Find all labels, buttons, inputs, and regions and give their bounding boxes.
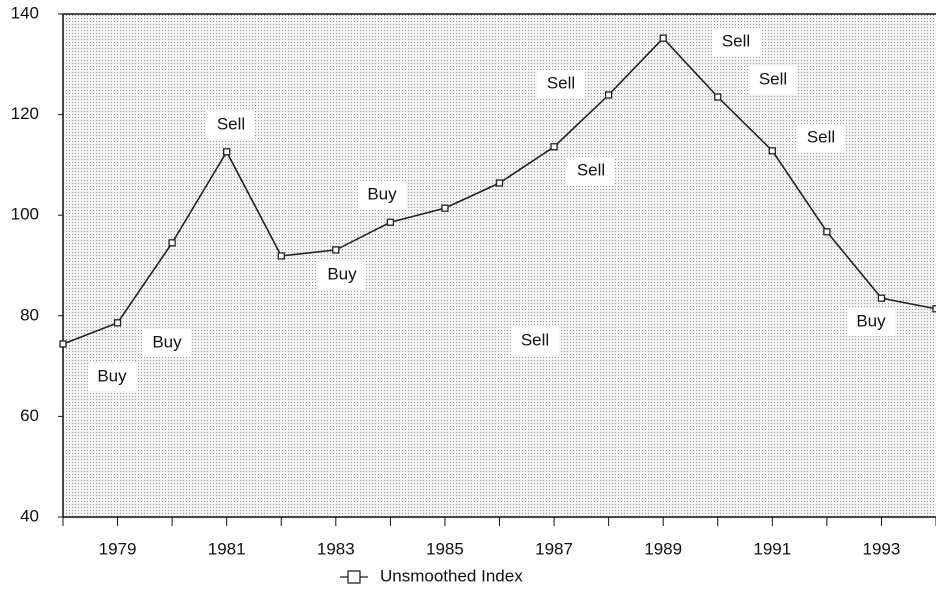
data-point xyxy=(441,204,449,212)
y-tick-label: 80 xyxy=(20,305,39,324)
x-tick-label: 1981 xyxy=(208,539,246,558)
data-point xyxy=(823,228,831,236)
annotation-background xyxy=(847,308,895,336)
legend-label: Unsmoothed Index xyxy=(380,566,523,585)
annotation: Sell xyxy=(521,330,549,349)
x-tick-label: 1989 xyxy=(644,539,682,558)
data-point xyxy=(768,147,776,155)
annotation: Buy xyxy=(327,264,357,283)
y-tick-label: 140 xyxy=(11,3,39,22)
data-point xyxy=(604,91,613,99)
data-point xyxy=(877,294,886,302)
annotation: Sell xyxy=(759,69,787,88)
annotation: Buy xyxy=(97,366,127,385)
annotation-background xyxy=(567,157,615,185)
annotation-background xyxy=(88,363,136,391)
data-point xyxy=(550,143,558,151)
y-tick-label: 40 xyxy=(20,506,39,525)
annotation: Sell xyxy=(217,114,245,133)
data-point xyxy=(223,148,231,156)
annotation-background xyxy=(358,181,406,209)
annotation: Buy xyxy=(856,311,886,330)
annotation-background xyxy=(537,70,585,98)
y-tick-label: 60 xyxy=(20,406,39,425)
x-tick-label: 1985 xyxy=(426,539,464,558)
annotation-background xyxy=(712,28,760,56)
annotation-background xyxy=(797,124,845,152)
annotation: Sell xyxy=(807,127,835,146)
annotation: Buy xyxy=(152,332,182,351)
legend-marker xyxy=(347,570,361,584)
annotation: Sell xyxy=(722,31,750,50)
data-point xyxy=(932,305,936,313)
x-tick-label: 1991 xyxy=(753,539,791,558)
y-tick-label: 100 xyxy=(11,205,39,224)
annotation-background xyxy=(207,111,255,139)
data-point xyxy=(714,93,722,101)
annotation: Sell xyxy=(547,73,575,92)
annotation-background xyxy=(143,329,191,357)
x-tick-label: 1983 xyxy=(317,539,355,558)
x-tick-label: 1987 xyxy=(535,539,573,558)
data-point xyxy=(495,179,504,187)
annotation: Buy xyxy=(367,184,397,203)
annotation-background xyxy=(749,66,797,94)
annotation-background xyxy=(511,327,559,355)
plot-background xyxy=(63,14,936,517)
x-tick-label: 1979 xyxy=(99,539,137,558)
y-tick-label: 120 xyxy=(11,104,39,123)
data-point xyxy=(386,218,395,226)
data-point xyxy=(277,252,285,260)
annotation-background xyxy=(318,261,366,289)
data-point xyxy=(168,239,176,247)
annotation: Sell xyxy=(577,160,605,179)
data-point xyxy=(659,34,667,42)
data-point xyxy=(113,319,122,327)
x-tick-label: 1993 xyxy=(863,539,901,558)
data-point xyxy=(332,246,340,254)
data-point xyxy=(59,340,67,348)
